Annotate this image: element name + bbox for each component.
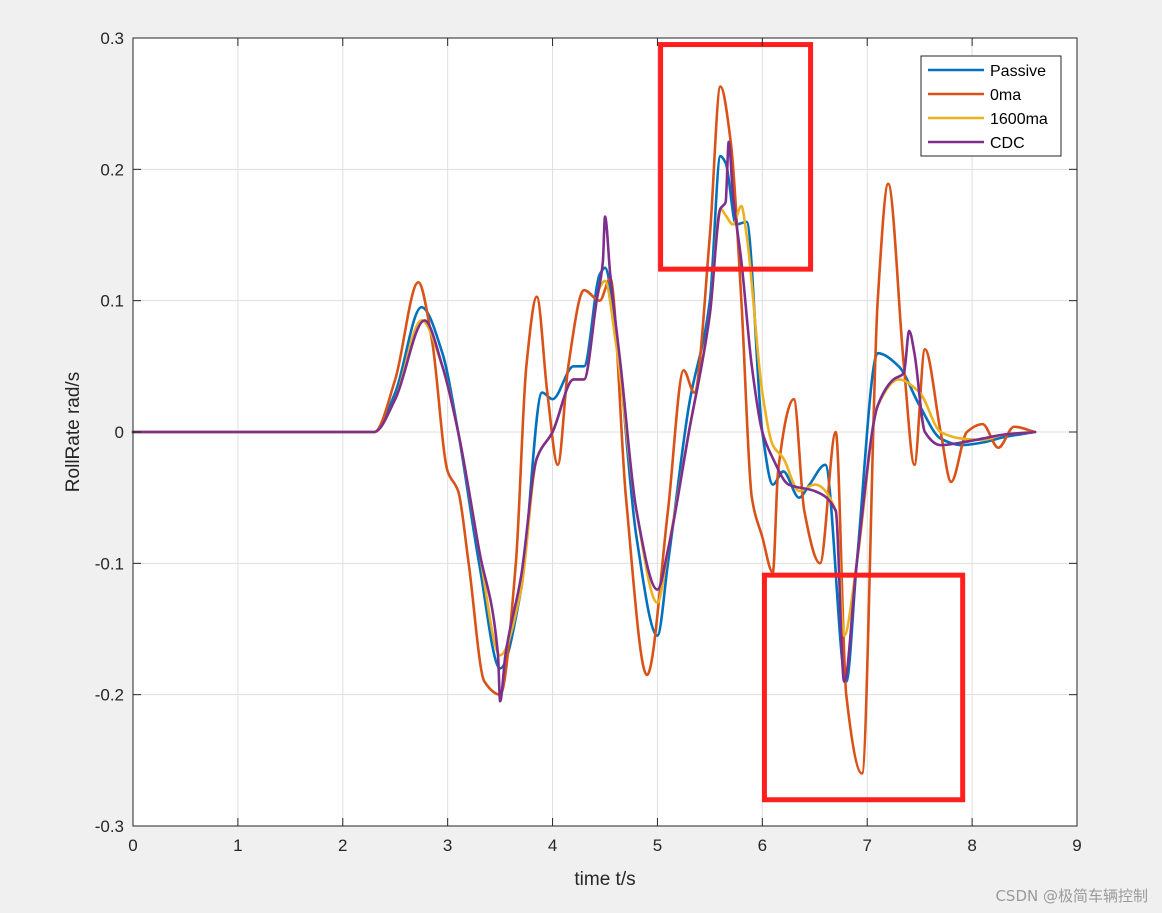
y-tick-label: 0.1 — [100, 292, 124, 311]
series-line-cdc — [131, 140, 1037, 703]
x-tick-label: 8 — [967, 836, 976, 855]
y-tick-label: 0 — [115, 423, 124, 442]
series-line-0ma — [131, 85, 1037, 775]
y-tick-label: 0.2 — [100, 160, 124, 179]
series-lines — [131, 85, 1037, 775]
y-tick-label: -0.2 — [95, 686, 124, 705]
y-axis-label: RollRate rad/s — [63, 372, 84, 492]
legend-label: Passive — [990, 63, 1046, 80]
x-tick-label: 6 — [758, 836, 767, 855]
legend-label: 1600ma — [990, 111, 1048, 128]
highlight-boxes — [658, 42, 966, 803]
y-tick-label: 0.3 — [100, 29, 124, 48]
legend-label: CDC — [990, 135, 1025, 152]
x-tick-label: 3 — [443, 836, 452, 855]
x-tick-label: 9 — [1072, 836, 1081, 855]
x-tick-label: 0 — [128, 836, 137, 855]
x-tick-label: 2 — [338, 836, 347, 855]
x-tick-label: 1 — [233, 836, 242, 855]
x-axis-label: time t/s — [574, 869, 635, 890]
x-tick-label: 5 — [653, 836, 662, 855]
y-tick-label: -0.3 — [95, 817, 124, 836]
axis-ticks: 0 1 2 3 4 5 6 7 8 9 0.3 0.2 0.1 0 -0.1 -0.2 -0.3 — [95, 29, 1082, 855]
legend-box — [920, 55, 1062, 157]
y-tick-label: -0.1 — [95, 554, 124, 573]
x-tick-label: 4 — [548, 836, 557, 855]
legend: Passive 0ma 1600ma CDC — [920, 55, 1062, 157]
highlight-box — [761, 572, 966, 803]
highlight-box — [658, 42, 814, 272]
x-tick-label: 7 — [862, 836, 871, 855]
watermark: CSDN @极简车辆控制 — [995, 887, 1148, 905]
series-line-passive — [131, 154, 1037, 683]
legend-label: 0ma — [990, 87, 1021, 104]
